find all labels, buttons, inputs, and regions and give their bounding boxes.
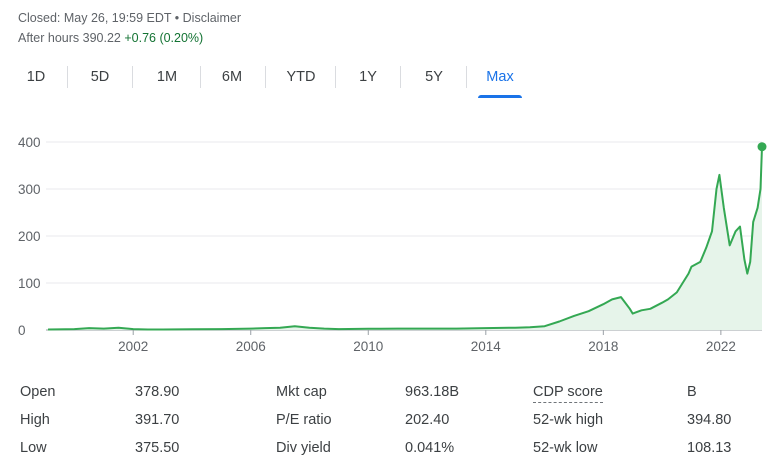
y-tick-label: 100 <box>18 276 41 291</box>
x-tick-label: 2014 <box>471 339 502 354</box>
stat-label-div-yield: Div yield <box>276 440 331 456</box>
stat-value-52wk-low: 108.13 <box>687 440 732 456</box>
tab-5d[interactable]: 5D <box>90 69 110 85</box>
after-hours-line: After hours 390.22 +0.76 (0.20%) <box>18 28 241 48</box>
price-chart: 0 100 200 300 400 2002 2006 2010 2014 2018 2022 <box>18 135 767 354</box>
price-area-fill <box>48 146 762 330</box>
tab-divider <box>335 66 336 88</box>
stat-label-open: Open <box>20 384 56 400</box>
price-line <box>47 146 763 331</box>
y-tick-label: 400 <box>18 135 41 150</box>
tab-divider <box>400 66 401 88</box>
stat-value-mkt-cap: 963.18B <box>405 384 460 400</box>
market-closed-text: Closed: May 26, 19:59 EDT • Disclaimer <box>18 11 241 25</box>
y-tick-label: 200 <box>18 229 41 244</box>
after-hours-change: +0.76 (0.20%) <box>124 31 204 45</box>
time-range-tabs: 1D 5D 1M 6M YTD 1Y 5Y Max <box>0 60 780 98</box>
y-tick-label: 300 <box>18 182 41 197</box>
stat-label-cdp-score[interactable]: CDP score <box>533 382 603 403</box>
tab-ytd[interactable]: YTD <box>286 69 316 85</box>
tab-divider <box>200 66 201 88</box>
tab-divider <box>265 66 266 88</box>
tab-1m[interactable]: 1M <box>156 69 178 85</box>
y-tick-label: 0 <box>18 323 26 338</box>
tab-divider <box>466 66 467 88</box>
tab-1y[interactable]: 1Y <box>359 69 377 85</box>
last-price-marker <box>757 142 767 152</box>
tab-5y[interactable]: 5Y <box>425 69 443 85</box>
stat-label-52wk-low: 52-wk low <box>533 440 598 456</box>
x-tick-label: 2018 <box>588 339 618 354</box>
tab-6m[interactable]: 6M <box>221 69 243 85</box>
stat-value-cdp-score: B <box>687 384 697 400</box>
stat-value-open: 378.90 <box>135 384 180 400</box>
tab-1d[interactable]: 1D <box>26 69 46 85</box>
stat-label-mkt-cap: Mkt cap <box>276 384 327 400</box>
stat-value-high: 391.70 <box>135 412 180 428</box>
stat-value-52wk-high: 394.80 <box>687 412 732 428</box>
stat-label-low: Low <box>20 440 47 456</box>
x-tick-label: 2010 <box>353 339 383 354</box>
tab-divider <box>132 66 133 88</box>
x-tick-label: 2006 <box>236 339 266 354</box>
stat-label-high: High <box>20 412 50 428</box>
stat-label-pe-ratio: P/E ratio <box>276 412 332 428</box>
tab-max[interactable]: Max <box>478 60 522 98</box>
stat-value-div-yield: 0.041% <box>405 440 455 456</box>
stat-label-52wk-high: 52-wk high <box>533 412 604 428</box>
x-tick-label: 2002 <box>118 339 148 354</box>
stat-value-low: 375.50 <box>135 440 180 456</box>
tab-divider <box>67 66 68 88</box>
x-tick-label: 2022 <box>706 339 736 354</box>
stat-value-pe-ratio: 202.40 <box>405 412 450 428</box>
after-hours-price: After hours 390.22 <box>18 31 121 45</box>
quote-header: Closed: May 26, 19:59 EDT • Disclaimer A… <box>18 8 241 48</box>
